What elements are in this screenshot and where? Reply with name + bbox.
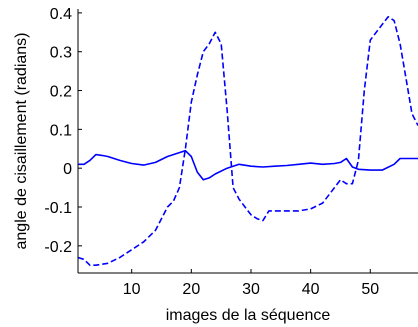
y-tick-label: 0 (63, 161, 72, 178)
y-tick-label: 0.2 (50, 84, 72, 101)
x-tick-label: 20 (182, 281, 200, 298)
series-solid-line (78, 149, 418, 181)
x-tick-label: 50 (361, 281, 379, 298)
y-tick-label: -0.2 (44, 239, 72, 256)
y-tick-label: -0.1 (44, 200, 72, 217)
y-axis-label: angle de cisaillement (radians) (13, 33, 30, 250)
series-dashed-line (77, 15, 418, 267)
x-tick-label: 40 (302, 281, 320, 298)
y-tick-label: 0.4 (50, 6, 72, 23)
x-tick-label: 10 (123, 281, 141, 298)
x-axis-label: images de la séquence (166, 307, 331, 324)
y-tick-label: 0.1 (50, 122, 72, 139)
plot-area (78, 9, 418, 273)
x-tick-label: 30 (242, 281, 260, 298)
y-tick-label: 0.3 (50, 45, 72, 62)
